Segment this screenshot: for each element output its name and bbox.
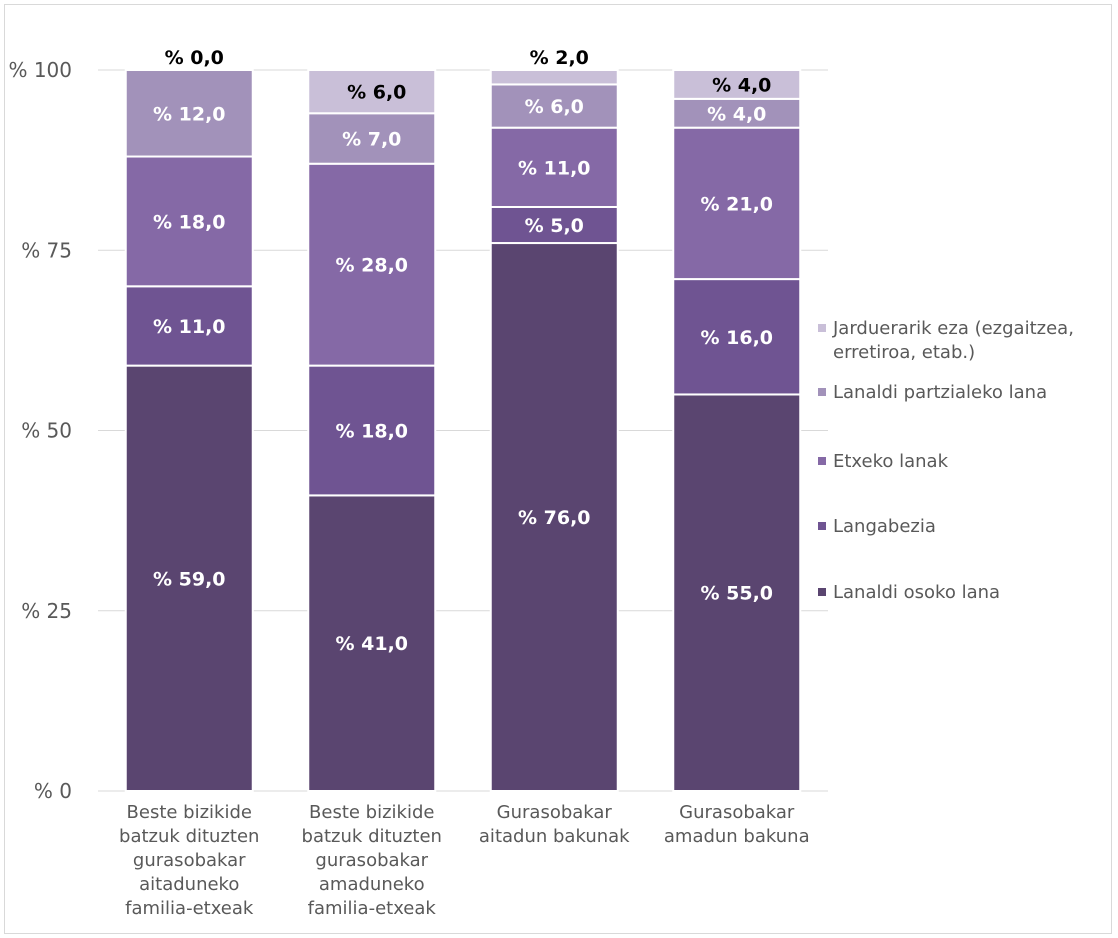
x-tick-label: amaduneko: [319, 874, 425, 895]
bar-segment: [307, 494, 437, 792]
x-axis: Beste bizikide batzuk dituzten gurasobakar…: [119, 802, 810, 919]
data-label: % 7,0: [342, 128, 401, 150]
bar-segment: [672, 278, 802, 396]
legend-label: Lanaldi partzialeko lana: [833, 382, 1047, 403]
x-tick-label: Beste bizikide: [309, 802, 434, 823]
data-label: % 18,0: [335, 421, 408, 443]
data-label: % 55,0: [700, 583, 773, 605]
data-label: % 11,0: [153, 316, 226, 338]
legend-label: Lanaldi osoko lana: [833, 582, 1000, 603]
x-tick-label: batzuk dituzten: [119, 826, 259, 847]
bar-segment: [489, 83, 619, 129]
bar-segment: [672, 69, 802, 100]
y-axis: % 0 % 25 % 50 % 75 % 100: [8, 58, 72, 803]
bar-segment: [672, 97, 802, 129]
bar-segment: [124, 155, 254, 288]
x-tick-label: gurasobakar: [133, 850, 246, 871]
y-tick-label: % 0: [34, 779, 72, 803]
legend: Jarduerarik eza (ezgaitzea, erretiroa, et…: [818, 318, 1074, 603]
legend-swatch: [818, 324, 826, 332]
x-tick-label: Gurasobakar: [497, 802, 613, 823]
data-label: % 76,0: [518, 507, 591, 529]
x-tick-label: Gurasobakar: [679, 802, 795, 823]
bar-segment: [489, 242, 619, 793]
y-tick-label: % 100: [8, 58, 72, 82]
x-tick-label: familia-etxeak: [125, 898, 254, 919]
bars: [124, 69, 802, 793]
data-label: % 21,0: [700, 193, 773, 215]
data-labels: % 59,0 % 11,0 % 18,0 % 12,0 % 0,0 % 41,0 % 18,…: [153, 47, 773, 655]
legend-swatch: [818, 522, 826, 530]
data-label: % 6,0: [347, 82, 406, 104]
data-label: % 4,0: [707, 103, 766, 125]
data-label: % 41,0: [335, 633, 408, 655]
legend-swatch: [818, 588, 826, 596]
data-label: % 6,0: [525, 96, 584, 118]
data-label: % 28,0: [335, 255, 408, 277]
data-label: % 5,0: [525, 215, 584, 237]
bar-segment: [672, 393, 802, 792]
bar-segment: [489, 69, 619, 86]
bar-segment: [307, 364, 437, 497]
data-label: % 2,0: [530, 47, 589, 69]
data-label: % 11,0: [518, 157, 591, 179]
bar-segment: [307, 162, 437, 367]
y-tick-label: % 50: [21, 419, 72, 443]
chart-frame: [4, 4, 1112, 934]
data-label: % 18,0: [153, 211, 226, 233]
bar-segment: [307, 69, 437, 115]
data-label: % 16,0: [700, 327, 773, 349]
legend-label: erretiroa, etab.): [833, 342, 975, 363]
legend-label: Etxeko lanak: [833, 451, 949, 472]
bar-segment: [489, 126, 619, 208]
bar-segment: [307, 112, 437, 165]
legend-swatch: [818, 388, 826, 396]
bar-segment: [124, 69, 254, 158]
x-tick-label: amadun bakuna: [664, 826, 810, 847]
bar-segment: [672, 126, 802, 281]
data-label: % 4,0: [712, 74, 771, 96]
x-tick-label: aitadun bakunak: [479, 826, 630, 847]
x-tick-label: gurasobakar: [315, 850, 428, 871]
x-tick-label: familia-etxeak: [308, 898, 437, 919]
x-tick-label: Beste bizikide: [127, 802, 252, 823]
x-tick-label: batzuk dituzten: [302, 826, 442, 847]
data-label: % 12,0: [153, 103, 226, 125]
data-label: % 59,0: [153, 568, 226, 590]
legend-swatch: [818, 457, 826, 465]
y-tick-label: % 75: [21, 238, 72, 262]
data-label: % 0,0: [165, 47, 224, 69]
bar-segment: [124, 285, 254, 367]
x-tick-label: aitaduneko: [139, 874, 239, 895]
legend-label: Langabezia: [833, 516, 936, 537]
legend-label: Jarduerarik eza (ezgaitzea,: [832, 318, 1074, 339]
y-tick-label: % 25: [21, 599, 72, 623]
